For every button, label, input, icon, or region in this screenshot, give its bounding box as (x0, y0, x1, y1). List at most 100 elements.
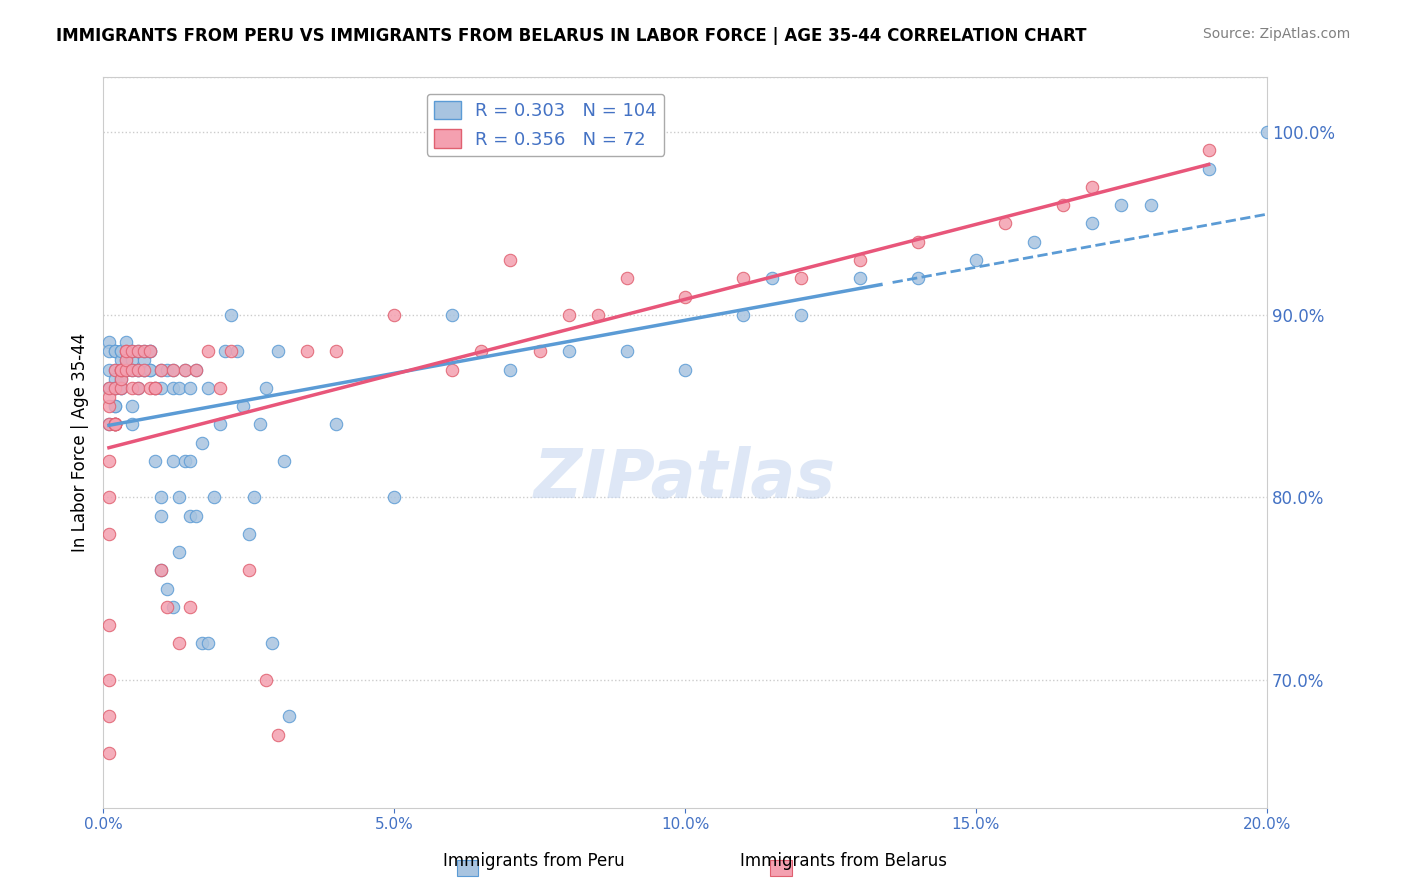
Point (104, 344, 127, 359)
Point (219, 344, 242, 359)
Point (97, 526, 120, 541)
Point (848, 271, 870, 285)
Point (186, 362, 208, 376)
Point (110, 381, 132, 395)
Point (179, 381, 201, 395)
Point (132, 344, 155, 359)
Point (156, 582, 179, 596)
Point (150, 362, 173, 376)
Point (586, 308, 609, 322)
Point (1081, 217, 1104, 231)
Point (150, 563, 173, 577)
Point (214, 344, 236, 359)
Text: IMMIGRANTS FROM PERU VS IMMIGRANTS FROM BELARUS IN LABOR FORCE | AGE 35-44 CORRE: IMMIGRANTS FROM PERU VS IMMIGRANTS FROM … (56, 27, 1087, 45)
Point (104, 362, 127, 376)
Point (273, 454, 295, 468)
Point (186, 508, 208, 523)
Point (115, 362, 138, 376)
Point (121, 417, 143, 432)
Point (267, 728, 290, 742)
Point (104, 417, 127, 432)
Point (127, 344, 149, 359)
Point (97, 344, 120, 359)
Point (104, 381, 127, 395)
Point (162, 599, 184, 614)
Point (529, 344, 551, 359)
Point (127, 362, 149, 376)
Point (1111, 198, 1133, 212)
Point (907, 235, 929, 249)
Point (907, 271, 929, 285)
Point (179, 454, 201, 468)
Point (1139, 198, 1161, 212)
Point (499, 362, 522, 376)
Point (115, 353, 138, 368)
Point (226, 344, 249, 359)
Point (167, 545, 190, 559)
Point (104, 362, 127, 376)
Text: Immigrants from Belarus: Immigrants from Belarus (740, 852, 948, 870)
Point (278, 709, 301, 723)
Point (167, 491, 190, 505)
Point (1024, 235, 1046, 249)
Point (121, 362, 143, 376)
Point (138, 381, 160, 395)
Point (441, 308, 464, 322)
Point (132, 353, 155, 368)
Point (150, 563, 173, 577)
Point (162, 381, 184, 395)
Point (557, 308, 579, 322)
Point (441, 362, 464, 376)
Point (145, 381, 167, 395)
Point (965, 252, 987, 267)
Point (179, 599, 201, 614)
Point (97, 491, 120, 505)
Point (325, 344, 347, 359)
Point (121, 362, 143, 376)
Point (733, 308, 755, 322)
Point (138, 344, 160, 359)
Point (104, 417, 127, 432)
Point (191, 435, 214, 450)
Point (191, 636, 214, 650)
Point (104, 381, 127, 395)
Point (790, 271, 813, 285)
Point (197, 344, 219, 359)
Point (97, 417, 120, 432)
Point (470, 344, 492, 359)
Point (156, 599, 179, 614)
Point (104, 417, 127, 432)
Point (173, 362, 195, 376)
Point (616, 344, 638, 359)
Text: Immigrants from Peru: Immigrants from Peru (443, 852, 626, 870)
Point (150, 362, 173, 376)
Point (97, 399, 120, 413)
Point (173, 454, 195, 468)
Point (173, 362, 195, 376)
Point (267, 344, 290, 359)
Point (167, 636, 190, 650)
Point (197, 381, 219, 395)
Point (97, 618, 120, 632)
Point (104, 344, 127, 359)
Point (790, 308, 813, 322)
Point (1198, 144, 1220, 158)
Point (382, 491, 405, 505)
Point (145, 381, 167, 395)
Point (132, 362, 155, 376)
Point (115, 362, 138, 376)
Text: Source: ZipAtlas.com: Source: ZipAtlas.com (1202, 27, 1350, 41)
Point (127, 362, 149, 376)
Point (848, 252, 870, 267)
Point (219, 308, 242, 322)
Point (254, 673, 277, 687)
Point (138, 344, 160, 359)
Point (260, 636, 283, 650)
Point (127, 344, 149, 359)
Point (202, 491, 225, 505)
Point (238, 563, 260, 577)
Point (150, 381, 173, 395)
Point (110, 362, 132, 376)
Point (138, 344, 160, 359)
Point (232, 399, 254, 413)
